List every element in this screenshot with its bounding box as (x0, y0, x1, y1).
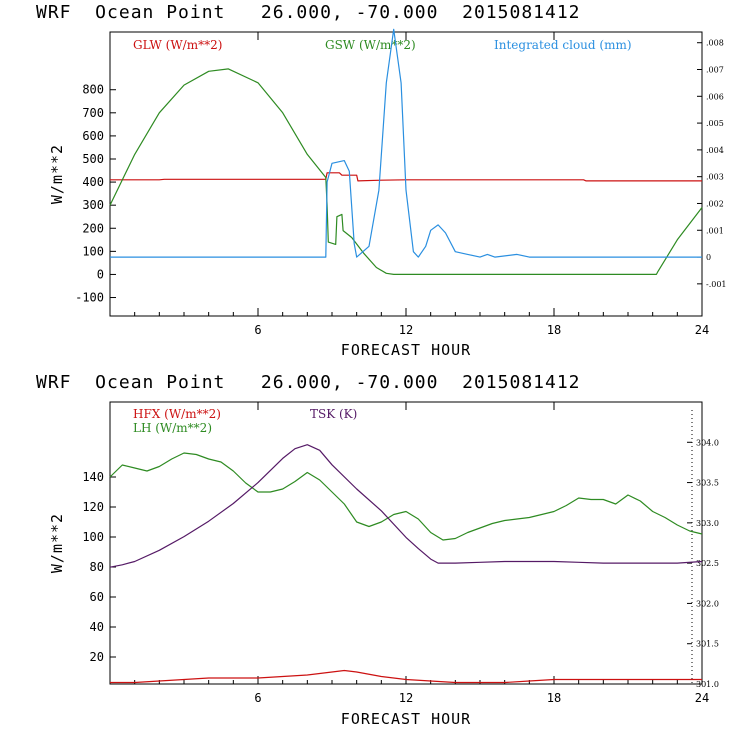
y2-tick-label: .003 (706, 173, 724, 182)
y2-tick-label: 301.5 (696, 640, 719, 649)
legend-entry: LH (W/m**2) (133, 421, 212, 435)
y-tick-label: 60 (90, 590, 104, 604)
x-tick-label: 24 (695, 691, 709, 705)
y2-tick-label: 301.0 (696, 680, 719, 689)
series-line-purple (109, 444, 703, 568)
y-tick-label: 800 (82, 83, 104, 97)
legend-entry: GLW (W/m**2) (133, 38, 222, 52)
y2-tick-label: .002 (706, 199, 724, 208)
y2-tick-label: .001 (706, 226, 724, 235)
y2-tick-label: .004 (706, 146, 724, 155)
y2-tick-label: 0 (706, 253, 711, 262)
y-tick-label: 140 (82, 470, 104, 484)
x-tick-label: 12 (399, 323, 413, 337)
y2-tick-label: 303.5 (696, 479, 719, 488)
y-tick-label: -100 (75, 291, 104, 305)
y2-tick-label: .008 (706, 39, 724, 48)
x-tick-label: 24 (695, 323, 709, 337)
y-tick-label: 600 (82, 129, 104, 143)
y-tick-label: 400 (82, 175, 104, 189)
y-tick-label: 40 (90, 620, 104, 634)
y2-tick-label: 302.5 (696, 559, 719, 568)
series-line-red (110, 669, 702, 684)
x-tick-label: 6 (254, 323, 261, 337)
y-tick-label: 120 (82, 500, 104, 514)
y-axis-label: W/m**2 (48, 144, 66, 204)
legend-entry: Integrated cloud (mm) (494, 38, 632, 52)
series-line-blue (110, 28, 702, 258)
y-tick-label: 0 (97, 267, 104, 281)
x-tick-label: 6 (254, 691, 261, 705)
y2-tick-label: .007 (706, 66, 724, 75)
x-tick-label: 18 (547, 323, 561, 337)
plot-frame-1 (109, 401, 703, 685)
series-line-green (109, 452, 703, 541)
bottom-chart-header: WRF Ocean Point 26.000, -70.000 20150814… (36, 372, 581, 393)
legend-entry: HFX (W/m**2) (133, 407, 221, 421)
y-tick-label: 200 (82, 221, 104, 235)
y-tick-label: 20 (90, 650, 104, 664)
y-tick-label: 700 (82, 106, 104, 120)
legend-entry: TSK (K) (310, 407, 357, 421)
legend-entry: GSW (W/m**2) (325, 38, 416, 52)
top-chart-header: WRF Ocean Point 26.000, -70.000 20150814… (36, 2, 581, 23)
y-tick-label: 80 (90, 560, 104, 574)
y-tick-label: 300 (82, 198, 104, 212)
y-tick-label: 100 (82, 244, 104, 258)
x-axis-label: FORECAST HOUR (341, 341, 471, 359)
x-tick-label: 12 (399, 691, 413, 705)
y2-tick-label: 303.0 (696, 519, 719, 528)
y2-tick-label: .006 (706, 92, 724, 101)
y-tick-label: 500 (82, 152, 104, 166)
y2-tick-label: .005 (706, 119, 724, 128)
plot-frame-0 (109, 31, 703, 317)
y-tick-label: 100 (82, 530, 104, 544)
x-tick-label: 18 (547, 691, 561, 705)
y2-tick-label: 302.0 (696, 599, 719, 608)
series-line-green (109, 68, 703, 275)
series-line-red (110, 172, 702, 182)
y2-tick-label: 304.0 (696, 438, 719, 447)
x-axis-label: FORECAST HOUR (341, 710, 471, 728)
y2-tick-label: -.001 (706, 280, 727, 289)
y-axis-label: W/m**2 (48, 513, 66, 573)
